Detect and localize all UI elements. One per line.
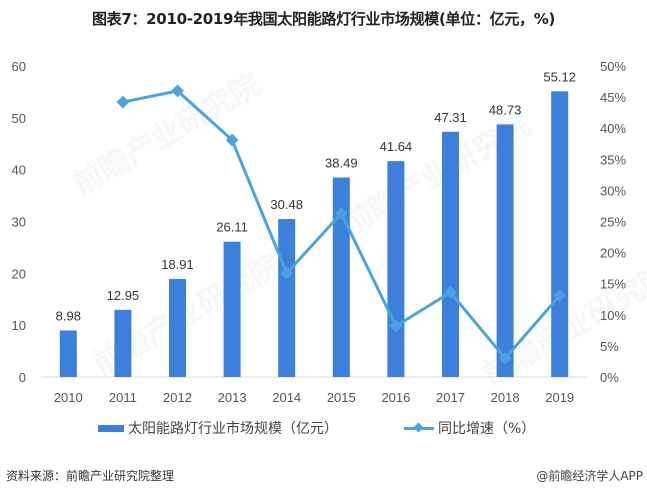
left-tick-label: 60	[12, 59, 26, 74]
left-tick-label: 50	[12, 111, 26, 126]
line-series	[116, 84, 567, 365]
source-note: 资料来源：前瞻产业研究院整理	[6, 469, 175, 483]
bar-data-label: 30.48	[270, 197, 303, 212]
x-tick-label: 2013	[218, 390, 247, 405]
bar-series	[59, 91, 569, 377]
x-tick-label: 2017	[436, 390, 465, 405]
right-tick-label: 45%	[600, 90, 626, 105]
bar	[223, 241, 241, 377]
x-tick-label: 2010	[54, 390, 83, 405]
bar	[551, 91, 569, 377]
x-tick-label: 2016	[381, 390, 410, 405]
bar-data-label: 55.12	[543, 69, 576, 84]
x-tick-label: 2012	[163, 390, 192, 405]
line-point-marker	[389, 319, 403, 333]
left-tick-label: 20	[12, 266, 26, 281]
bar	[114, 309, 132, 377]
bar	[169, 278, 186, 377]
left-tick-label: 40	[12, 163, 26, 178]
bar-data-label: 8.98	[56, 308, 81, 323]
bar-data-labels: 8.98 12.95 18.91 26.11 30.48 38.49 41.64 47.31 4…	[56, 69, 576, 323]
line-point-marker	[171, 84, 184, 98]
bar-data-label: 12.95	[107, 288, 140, 303]
bar	[442, 131, 459, 377]
bar-data-label: 41.64	[380, 139, 413, 154]
right-tick-label: 20%	[600, 246, 626, 261]
right-tick-label: 0%	[600, 370, 619, 385]
line-point-marker	[498, 351, 512, 365]
line-point-marker	[444, 286, 457, 299]
bar	[496, 124, 514, 377]
bar	[59, 330, 77, 377]
left-tick-label: 0	[19, 370, 26, 385]
right-tick-label: 30%	[600, 183, 626, 198]
x-tick-label: 2014	[272, 390, 301, 405]
legend-bar-label: 太阳能路灯行业市场规模（亿元）	[128, 421, 338, 437]
x-tick-label: 2015	[327, 390, 356, 405]
right-tick-label: 25%	[600, 215, 626, 230]
legend-line-label: 同比增速（%）	[438, 421, 536, 437]
line-point-marker	[280, 266, 294, 280]
bar-swatch-icon	[98, 424, 124, 432]
line-point-marker	[116, 95, 130, 109]
bar-data-label: 18.91	[161, 257, 194, 272]
bar-data-label: 26.11	[216, 220, 248, 235]
bar	[278, 219, 296, 377]
left-tick-label: 10	[12, 318, 26, 333]
left-tick-label: 30	[12, 215, 26, 230]
line-point-marker	[334, 207, 348, 220]
legend-item-bar: 太阳能路灯行业市场规模（亿元）	[98, 418, 338, 438]
left-axis: 0 10 20 30 40 50 60	[12, 59, 26, 385]
bar	[332, 177, 350, 377]
x-tick-label: 2018	[491, 390, 520, 405]
right-tick-label: 35%	[600, 152, 626, 167]
right-tick-label: 5%	[600, 339, 619, 354]
right-tick-label: 10%	[600, 308, 626, 323]
x-axis: 2010 2011 2012 2013 2014 2015 2016 2017 2018 2019	[54, 390, 574, 405]
right-axis: 0% 5% 10% 15% 20% 25% 30% 35% 40% 45% 50%	[600, 59, 626, 385]
bar-data-label: 38.49	[325, 155, 358, 170]
bar-data-label: 48.73	[489, 102, 522, 117]
x-tick-label: 2019	[545, 390, 574, 405]
x-tick-label: 2011	[109, 390, 137, 405]
credit-note: @前瞻经济学人APP	[536, 469, 643, 483]
right-tick-label: 50%	[600, 59, 626, 74]
bar-data-label: 47.31	[434, 110, 467, 125]
chart-title: 图表7：2010-2019年我国太阳能路灯行业市场规模(单位：亿元，%)	[91, 10, 556, 28]
line-swatch-icon	[404, 422, 434, 433]
bar	[387, 161, 405, 377]
line-point-marker	[225, 133, 239, 147]
legend-item-line: 同比增速（%）	[404, 418, 535, 438]
right-tick-label: 40%	[600, 121, 626, 136]
right-tick-label: 15%	[600, 277, 626, 292]
